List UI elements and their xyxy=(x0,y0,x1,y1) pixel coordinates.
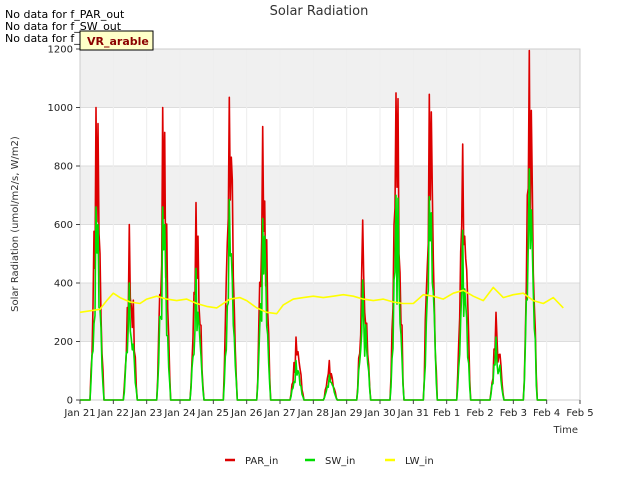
x-tick-label-2: Jan 23 xyxy=(130,408,162,419)
legend-label-1: SW_in xyxy=(325,456,355,467)
x-tick-label-15: Feb 5 xyxy=(566,408,593,419)
x-tick-label-0: Jan 21 xyxy=(63,408,95,419)
x-axis-ticks: Jan 21 Jan 22 Jan 23 Jan 24 Jan 25 Jan 26 Jan … xyxy=(63,400,594,419)
x-tick-label-12: Feb 2 xyxy=(466,408,493,419)
x-tick-label-5: Jan 26 xyxy=(230,408,262,419)
y-tick-label-1: 200 xyxy=(54,337,73,348)
no-data-note-par-out: No data for f_PAR_out xyxy=(5,8,125,21)
x-tick-label-13: Feb 3 xyxy=(500,408,527,419)
no-data-note-sw-out: No data for f_SW_out xyxy=(5,20,122,33)
y-tick-label-6: 1200 xyxy=(48,45,73,56)
y-tick-label-5: 1000 xyxy=(48,103,73,114)
x-tick-label-6: Jan 27 xyxy=(263,408,295,419)
y-tick-label-3: 600 xyxy=(54,220,73,231)
legend: PAR_in SW_in LW_in xyxy=(225,456,434,467)
site-badge: VR_arable xyxy=(79,30,154,51)
x-tick-label-7: Jan 28 xyxy=(297,408,329,419)
x-axis-title: Time xyxy=(553,425,578,436)
legend-label-0: PAR_in xyxy=(245,456,278,467)
series-line-lw-in xyxy=(79,286,564,315)
x-tick-label-9: Jan 30 xyxy=(363,408,395,419)
chart-title: Solar Radiation xyxy=(270,4,369,19)
band-3 xyxy=(80,166,580,225)
band-2 xyxy=(80,224,580,283)
site-badge-label: VR_arable xyxy=(87,35,149,48)
band-1 xyxy=(80,283,580,342)
y-axis-title: Solar Radiation (umol/m2/s, W/m2) xyxy=(10,136,21,312)
x-tick-label-10: Jan 31 xyxy=(397,408,429,419)
x-tick-label-3: Jan 24 xyxy=(163,408,195,419)
x-tick-label-1: Jan 22 xyxy=(97,408,129,419)
y-axis-ticks: 0 200 400 600 800 1000 1200 xyxy=(48,45,80,407)
band-4 xyxy=(80,107,580,166)
x-tick-label-4: Jan 25 xyxy=(197,408,229,419)
legend-label-2: LW_in xyxy=(405,456,434,467)
x-tick-label-14: Feb 4 xyxy=(533,408,560,419)
y-tick-label-0: 0 xyxy=(67,396,73,407)
band-5 xyxy=(80,49,580,108)
x-tick-label-8: Jan 29 xyxy=(330,408,362,419)
y-tick-label-4: 800 xyxy=(54,162,73,173)
x-tick-label-11: Feb 1 xyxy=(433,408,460,419)
y-tick-label-2: 400 xyxy=(54,279,73,290)
